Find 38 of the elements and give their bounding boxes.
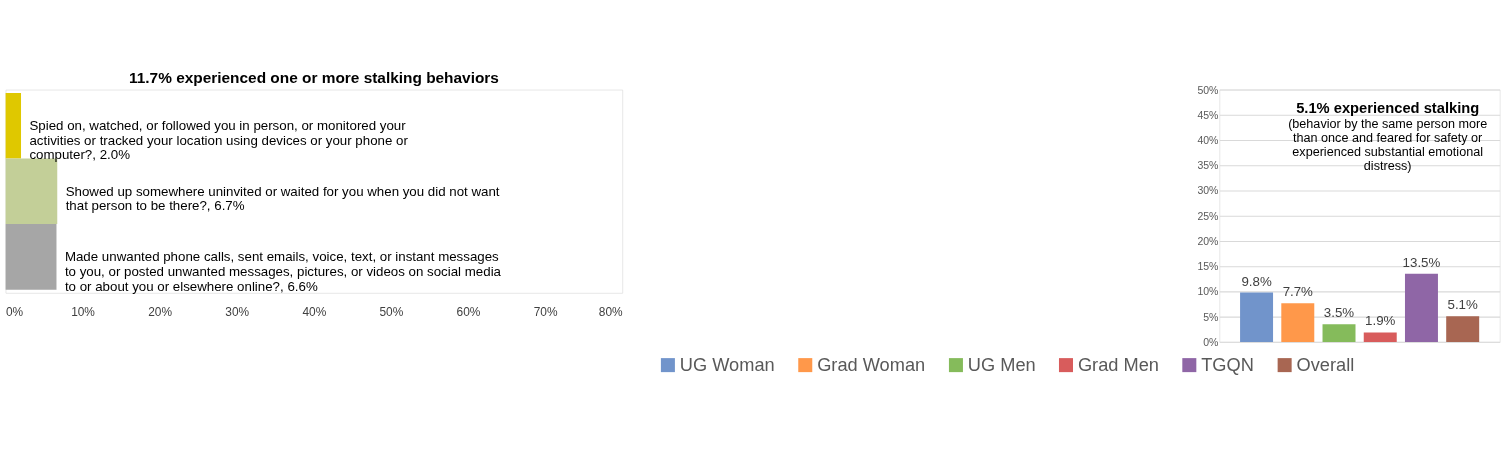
legend-label: Grad Woman xyxy=(817,354,926,375)
x-tick-label: 80% xyxy=(598,305,624,320)
x-tick-label: 70% xyxy=(533,305,558,320)
legend-label: UG Men xyxy=(967,354,1036,375)
x-tick-label: 0% xyxy=(5,305,24,320)
y-tick-label: 40% xyxy=(1197,134,1219,147)
data-label: Showed up somewhere uninvited or waited for you when you did not want that person to be there?, 6.7% xyxy=(65,183,500,214)
y-tick-label: 30% xyxy=(1197,184,1219,197)
chart-title: 11.7% experienced one or more stalking behaviors xyxy=(129,69,499,87)
text: 5.1% experienced stalking xyxy=(1296,99,1480,116)
y-tick-label: 25% xyxy=(1197,209,1219,222)
legend-label: TGQN xyxy=(1201,354,1254,375)
text: (behavior by the same person more than once and feared for safety or experienced substantial emotional distress) xyxy=(1288,116,1488,173)
text: 1.9% xyxy=(1365,313,1396,329)
legend-label: Grad Men xyxy=(1077,354,1159,375)
text: 3.5% xyxy=(1323,305,1355,321)
y-tick-label: 45% xyxy=(1197,108,1219,121)
data-label: Made unwanted phone calls, sent emails, voice, text, or instant messages to you, or posted unwanted messages, pictures, or videos on social media to or about you or elsewhere online?, 6.6% xyxy=(64,249,502,294)
y-tick-label: 0% xyxy=(1203,335,1219,348)
legend-label: Overall xyxy=(1296,354,1355,375)
y-tick-label: 5% xyxy=(1203,310,1219,323)
data-label: Spied on, watched, or followed you in person, or monitored your activities or tracked your location using devices or your phone or computer?, 2.0% xyxy=(29,117,409,163)
text: 9.8% xyxy=(1241,273,1272,289)
x-tick-label: 60% xyxy=(456,305,481,320)
x-tick-label: 50% xyxy=(379,305,404,320)
y-tick-label: 15% xyxy=(1197,260,1219,273)
y-tick-label: 35% xyxy=(1197,159,1219,172)
y-tick-label: 20% xyxy=(1197,234,1219,247)
text: 5.1% xyxy=(1447,297,1478,313)
text: 13.5% xyxy=(1402,254,1441,270)
y-tick-label: 10% xyxy=(1197,285,1219,298)
legend-label: UG Woman xyxy=(679,354,775,375)
y-tick-label: 50% xyxy=(1197,83,1219,96)
x-tick-label: 20% xyxy=(148,305,173,320)
text: 7.7% xyxy=(1282,284,1313,300)
x-tick-label: 40% xyxy=(302,305,327,320)
x-tick-label: 10% xyxy=(71,305,96,320)
x-tick-label: 30% xyxy=(225,305,250,320)
